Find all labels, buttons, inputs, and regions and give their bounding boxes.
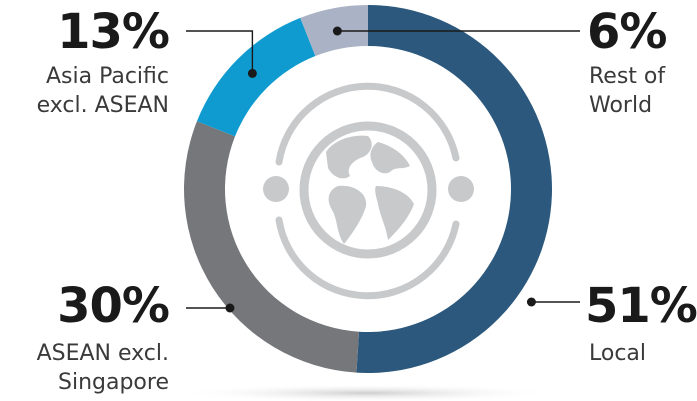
leader-dot-asean-excl-singapore [225,303,235,313]
leader-dot-asia-pacific-excl-asean [247,68,257,78]
donut-slice-asia-pacific-excl-asean [196,17,316,137]
drop-shadow [177,384,557,401]
donut-slices [183,5,552,373]
asean-label-line-2: Singapore [58,370,169,395]
globe-icon [263,82,474,300]
asia-pacific-label: Asia Pacific excl. ASEAN [37,62,169,120]
leader-dots [225,26,536,313]
donut-slice-local [356,5,552,373]
leader-lines [186,30,580,309]
asean-percent: 30% [57,278,170,334]
donut-slice-asean-excl-singapore [183,121,360,373]
leader-dot-local [526,297,536,307]
local-label-line-1: Local [589,341,647,366]
asean-label: ASEAN excl. Singapore [37,339,169,397]
rest-of-world-label: Rest of World [589,62,665,120]
asia-pacific-label-line-2: excl. ASEAN [36,93,169,118]
leader-dot-rest-of-world [332,26,342,36]
rest-of-world-percent: 6% [587,4,667,60]
leader-line-asia-pacific-excl-asean [186,30,254,74]
local-label: Local [589,339,646,368]
asia-pacific-percent: 13% [57,4,170,60]
rest-of-world-label-line-2: World [589,93,653,118]
asean-label-line-1: ASEAN excl. [36,341,169,366]
local-percent: 51% [585,278,697,334]
rest-of-world-label-line-1: Rest of [589,64,666,89]
asia-pacific-label-line-1: Asia Pacific [45,64,169,89]
